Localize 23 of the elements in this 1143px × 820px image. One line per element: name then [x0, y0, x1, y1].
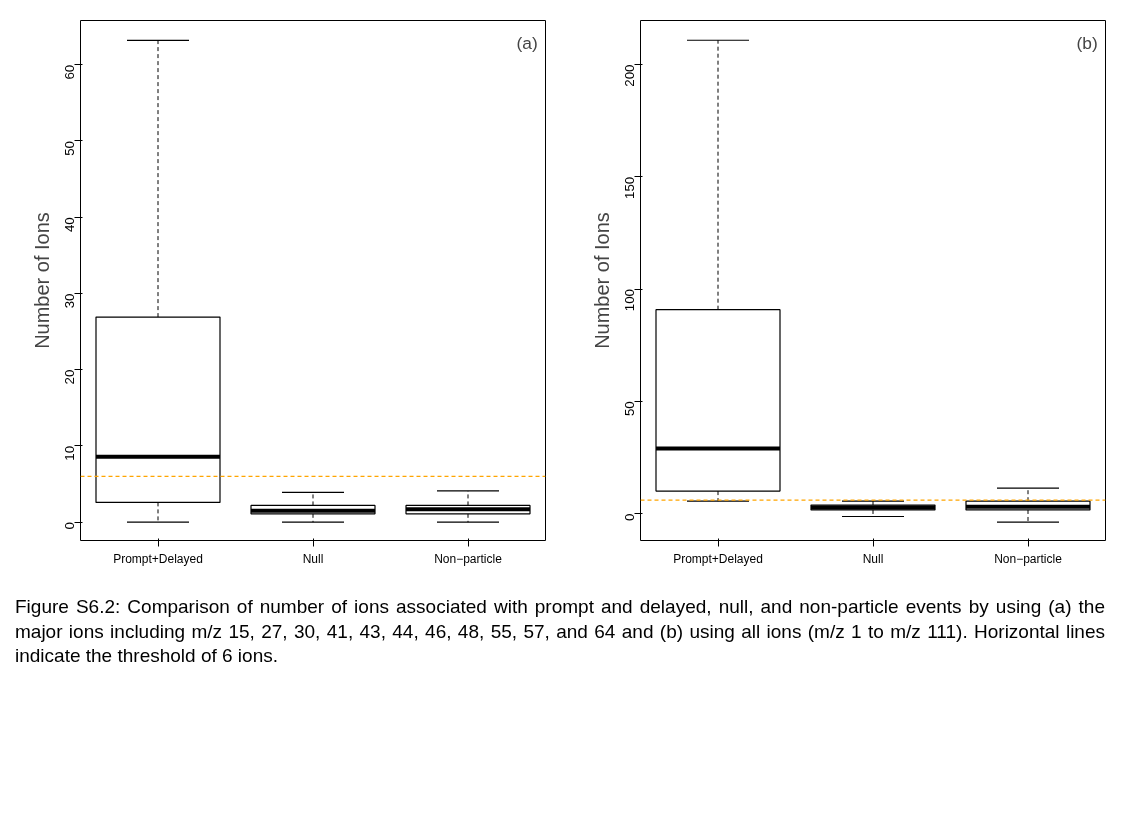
x-tick-label: Non−particle — [994, 551, 1063, 566]
x-tick-label: Prompt+Delayed — [673, 551, 763, 566]
x-tick-label: Null — [302, 551, 324, 566]
y-tick-label: 0 — [62, 522, 77, 530]
y-tick-label: 30 — [62, 293, 77, 309]
caption: Figure S6.2: Comparison of number of ions associated with prompt and delayed, null, and non-particle events by using (a) the major ions including m/z 15, 27, 30, 41, 43, 44, 46, 48, 55, 57, and 64 and (b) using all ions (m/z 1 to m/z 111). Horizontal lines indicate the threshold of 6 ions. — [15, 595, 1105, 669]
y-tick-label: 100 — [622, 289, 637, 312]
annotation: (a) — [516, 32, 538, 53]
x-tick-label: Non−particle — [434, 551, 503, 566]
y-tick-label: 50 — [62, 140, 77, 156]
y-tick-label: 200 — [622, 64, 637, 87]
y-tick-label: 0 — [622, 513, 637, 521]
y-tick-label: 150 — [622, 176, 637, 200]
y-tick-label: 20 — [62, 369, 77, 385]
y-tick-label: 50 — [622, 401, 637, 417]
x-tick-label: Null — [862, 551, 884, 566]
y-tick-label: 60 — [62, 64, 77, 80]
y-axis-title: Number of Ions — [30, 212, 53, 349]
x-tick-label: Prompt+Delayed — [113, 551, 203, 566]
y-tick-label: 40 — [62, 217, 77, 233]
y-axis-title: Number of Ions — [590, 212, 613, 349]
annotation: (b) — [1076, 32, 1098, 53]
y-tick-label: 10 — [62, 445, 77, 461]
